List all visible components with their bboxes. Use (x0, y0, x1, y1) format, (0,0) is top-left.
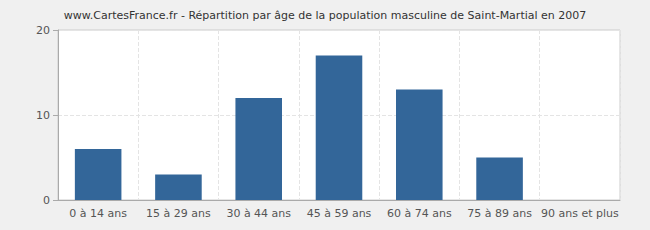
svg-text:30 à 44 ans: 30 à 44 ans (226, 207, 291, 220)
svg-text:60 à 74 ans: 60 à 74 ans (387, 207, 452, 220)
svg-text:0: 0 (43, 194, 50, 207)
svg-text:15 à 29 ans: 15 à 29 ans (146, 207, 211, 220)
svg-text:www.CartesFrance.fr - Répartit: www.CartesFrance.fr - Répartition par âg… (64, 9, 587, 22)
svg-text:75 à 89 ans: 75 à 89 ans (467, 207, 532, 220)
svg-text:20: 20 (36, 24, 50, 37)
svg-text:0 à 14 ans: 0 à 14 ans (69, 207, 127, 220)
svg-text:90 ans et plus: 90 ans et plus (541, 207, 619, 220)
svg-text:10: 10 (36, 109, 50, 122)
svg-text:45 à 59 ans: 45 à 59 ans (307, 207, 372, 220)
